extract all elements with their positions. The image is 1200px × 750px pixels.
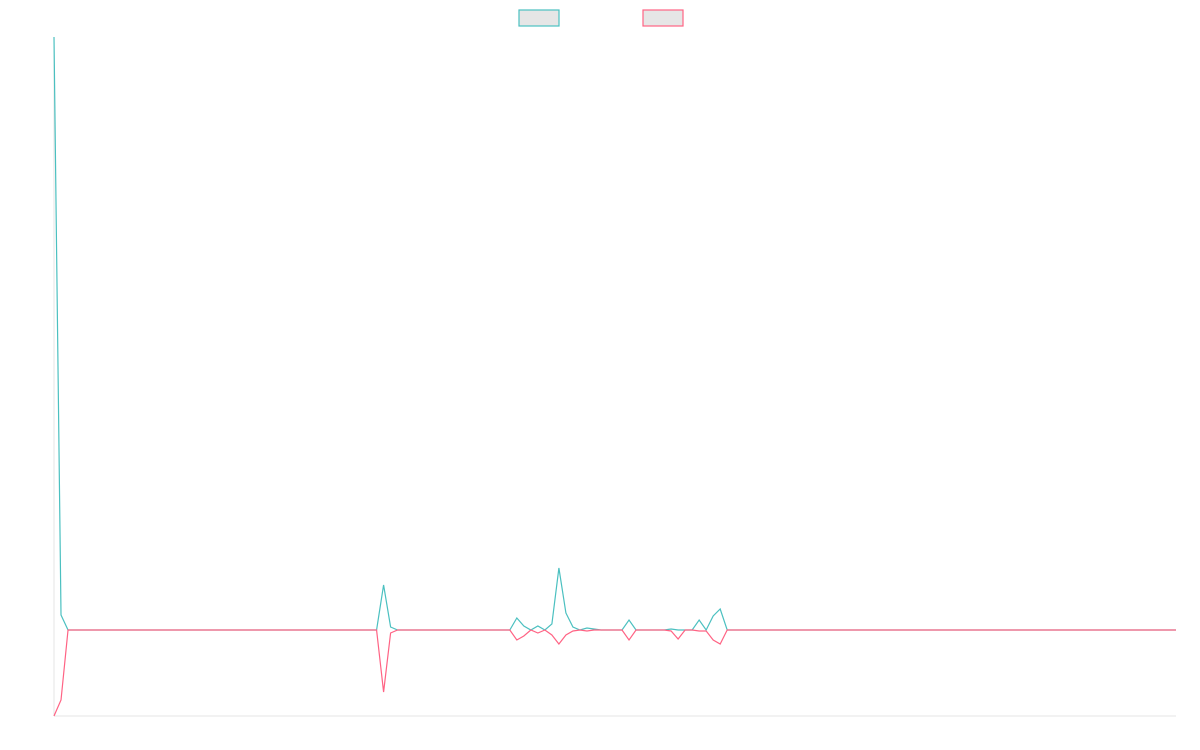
series-line [53,629,1176,717]
series-line [53,36,1176,632]
legend-swatch [518,9,560,27]
legend-swatch [642,9,684,27]
